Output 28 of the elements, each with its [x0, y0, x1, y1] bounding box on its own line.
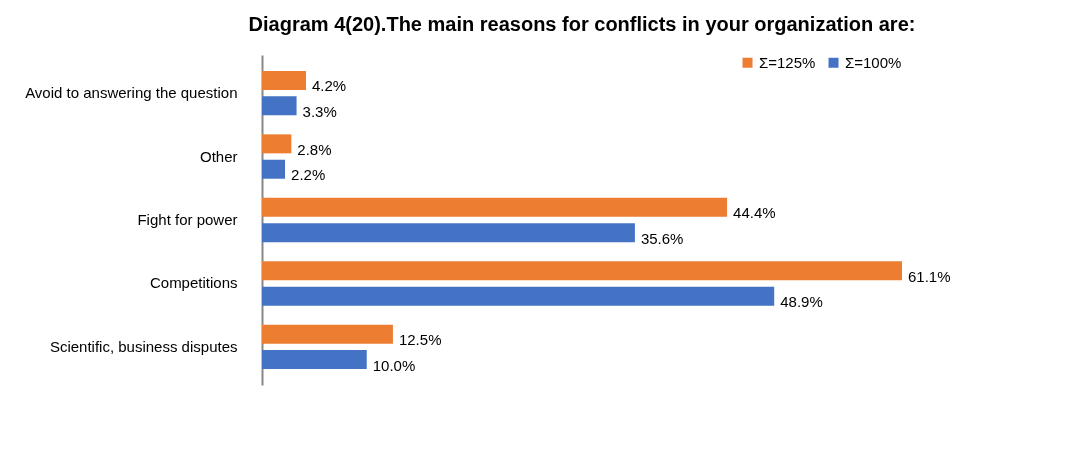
- data-label: 3.3%: [302, 102, 337, 120]
- bar: [262, 261, 902, 281]
- data-label: 35.6%: [640, 229, 684, 247]
- bar: [262, 197, 728, 217]
- data-label: 48.9%: [780, 293, 823, 311]
- bar: [262, 159, 286, 179]
- y-tick-label: Other: [199, 147, 238, 165]
- bar: [262, 223, 635, 243]
- bar: [262, 96, 297, 116]
- data-label: 4.2%: [311, 77, 347, 95]
- data-label: 44.4%: [733, 204, 776, 222]
- data-label: 2.2%: [291, 166, 326, 184]
- y-tick-label: Fight for power: [137, 211, 238, 228]
- bar: [262, 324, 393, 344]
- bar: [262, 286, 775, 306]
- y-tick-label: Avoid to answering the question: [25, 84, 238, 102]
- y-tick-label: Scientific, business disputes: [49, 337, 238, 355]
- y-tick-label: Competitions: [149, 274, 238, 292]
- data-label: 61.1%: [908, 267, 951, 285]
- bar: [262, 70, 306, 90]
- data-label: 10.0%: [372, 356, 416, 374]
- data-label: 12.5%: [398, 331, 442, 349]
- legend-label: Σ=100%: [845, 53, 902, 71]
- legend-label: Σ=125%: [759, 53, 816, 71]
- chart-title: Diagram 4(20).The main reasons for conflicts in your organization are:: [248, 13, 916, 35]
- bar: [262, 350, 367, 370]
- data-label: 2.8%: [297, 140, 332, 158]
- bar: [262, 134, 292, 154]
